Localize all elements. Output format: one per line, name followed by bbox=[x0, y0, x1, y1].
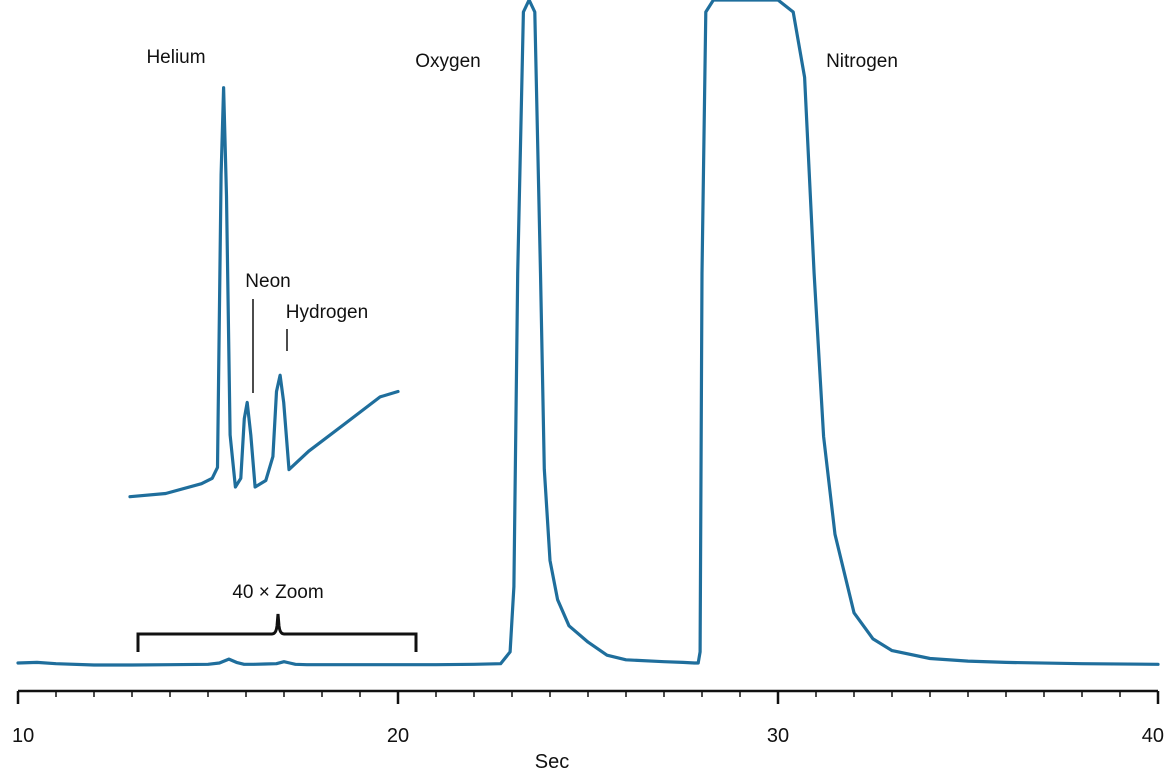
x-axis-label: Sec bbox=[535, 751, 569, 773]
inset-series-line bbox=[128, 86, 400, 499]
hydrogen-label: Hydrogen bbox=[286, 302, 368, 323]
nitrogen-label: Nitrogen bbox=[826, 51, 898, 72]
x-axis-ticks: 10 20 30 40 bbox=[12, 691, 1164, 747]
neon-label: Neon bbox=[245, 271, 290, 292]
x-tick-label: 10 bbox=[12, 725, 34, 747]
zoom-range-bracket bbox=[136, 613, 418, 652]
x-tick-label: 20 bbox=[387, 725, 409, 747]
oxygen-label: Oxygen bbox=[415, 51, 480, 72]
x-tick-label: 30 bbox=[767, 725, 789, 747]
helium-label: Helium bbox=[146, 47, 205, 68]
x-tick-label: 40 bbox=[1142, 725, 1164, 747]
main-series-line bbox=[16, 0, 1160, 667]
zoom-label: 40 × Zoom bbox=[232, 582, 323, 603]
